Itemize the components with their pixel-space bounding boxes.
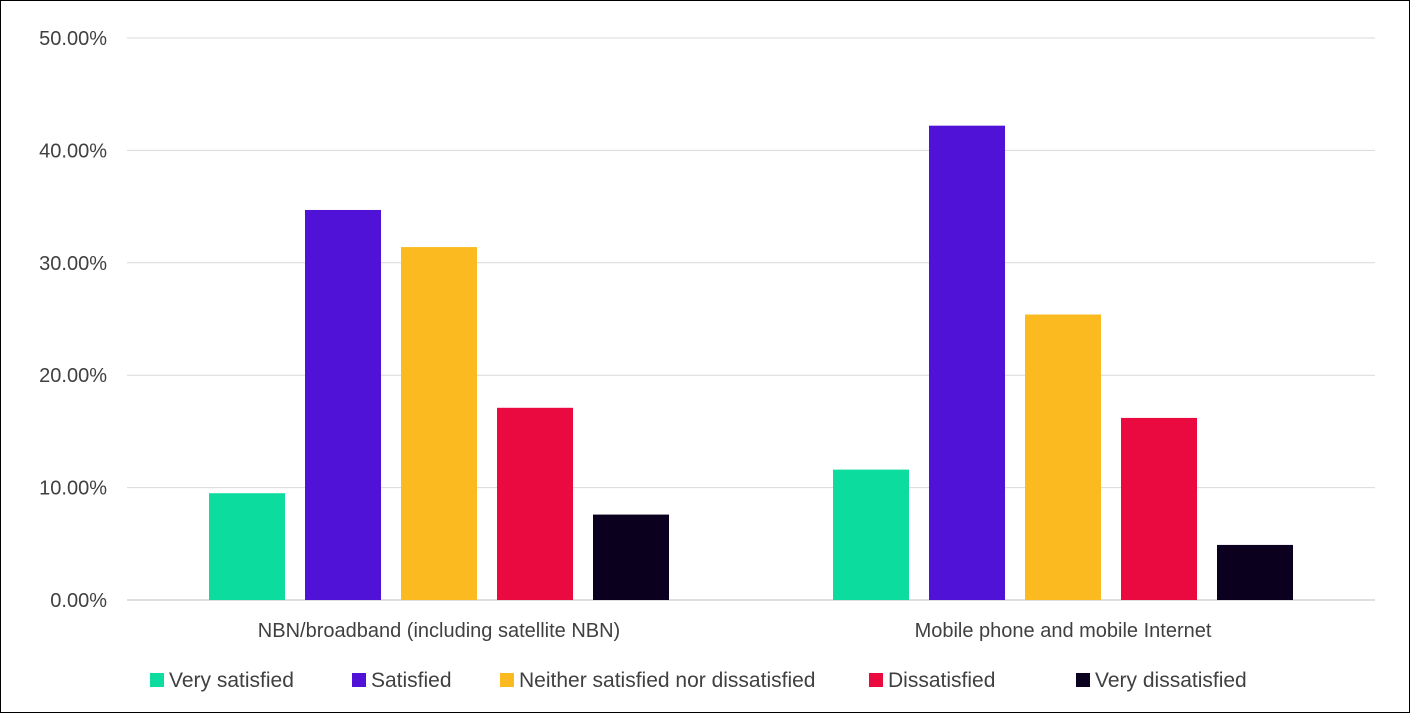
- bar: [593, 514, 669, 600]
- legend-swatch: [1076, 673, 1090, 687]
- y-tick-label: 50.00%: [39, 28, 107, 50]
- legend-item: Neither satisfied nor dissatisfied: [500, 669, 815, 692]
- bar: [929, 125, 1005, 600]
- y-tick-label: 10.00%: [39, 478, 107, 500]
- category-label: NBN/broadband (including satellite NBN): [258, 620, 620, 642]
- legend-item: Very satisfied: [150, 669, 294, 692]
- bar: [401, 247, 477, 600]
- legend-label: Satisfied: [371, 669, 452, 692]
- legend-item: Very dissatisfied: [1076, 669, 1247, 692]
- legend-label: Dissatisfied: [888, 669, 995, 692]
- y-tick-label: 20.00%: [39, 365, 107, 387]
- y-axis-ticks: 0.00% 10.00% 20.00% 30.00% 40.00% 50.00%: [39, 28, 107, 612]
- legend-label: Very satisfied: [169, 669, 294, 692]
- y-tick-label: 0.00%: [50, 590, 107, 612]
- bars: [209, 125, 1293, 601]
- legend-label: Very dissatisfied: [1095, 669, 1247, 692]
- bar: [497, 407, 573, 600]
- y-tick-label: 30.00%: [39, 253, 107, 275]
- bar: [833, 469, 909, 600]
- legend-label: Neither satisfied nor dissatisfied: [519, 669, 815, 692]
- category-label: Mobile phone and mobile Internet: [915, 620, 1212, 642]
- legend-swatch: [150, 673, 164, 687]
- legend-item: Satisfied: [352, 669, 452, 692]
- legend: Very satisfied Satisfied Neither satisfied…: [150, 669, 1247, 692]
- legend-swatch: [500, 673, 514, 687]
- bar: [1121, 417, 1197, 600]
- bar: [305, 209, 381, 601]
- bar: [209, 493, 285, 600]
- bar: [1025, 314, 1101, 600]
- legend-swatch: [352, 673, 366, 687]
- legend-swatch: [869, 673, 883, 687]
- bar: [1217, 544, 1293, 600]
- y-tick-label: 40.00%: [39, 140, 107, 162]
- legend-item: Dissatisfied: [869, 669, 995, 692]
- x-axis-categories: NBN/broadband (including satellite NBN) M…: [258, 620, 1212, 642]
